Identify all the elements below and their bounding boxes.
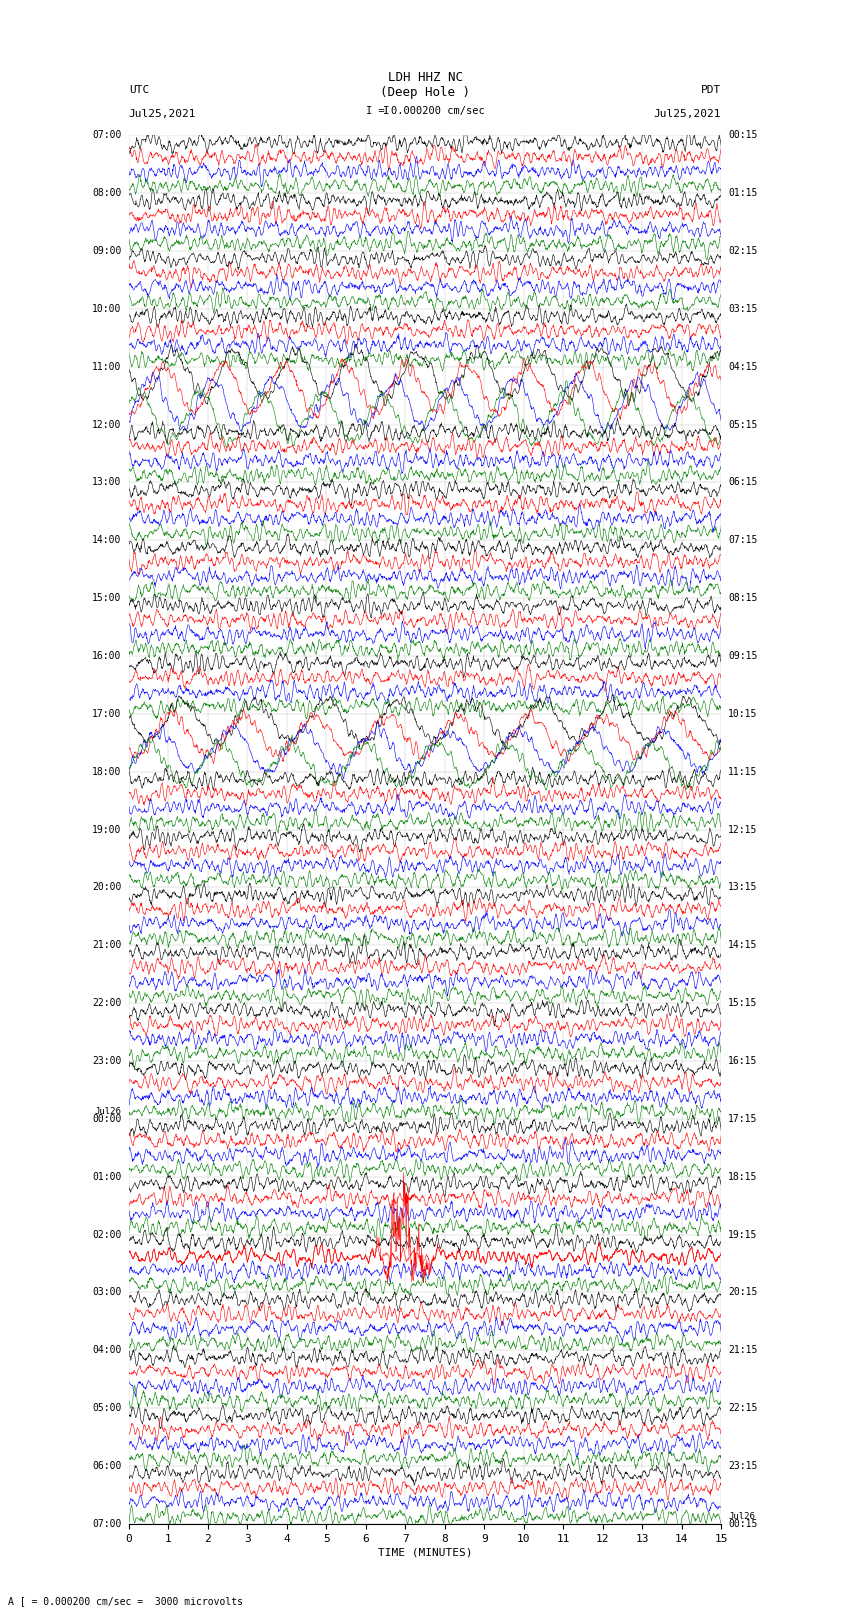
Text: 01:15: 01:15: [728, 189, 757, 198]
Title: LDH HHZ NC
(Deep Hole ): LDH HHZ NC (Deep Hole ): [380, 71, 470, 100]
Text: 03:15: 03:15: [728, 303, 757, 315]
Text: 07:15: 07:15: [728, 536, 757, 545]
Text: 20:00: 20:00: [93, 882, 122, 892]
Text: 12:00: 12:00: [93, 419, 122, 429]
Text: 14:00: 14:00: [93, 536, 122, 545]
Text: PDT: PDT: [701, 85, 721, 95]
Text: 12:15: 12:15: [728, 824, 757, 834]
Text: 18:00: 18:00: [93, 766, 122, 777]
Text: 09:15: 09:15: [728, 652, 757, 661]
Text: 16:15: 16:15: [728, 1057, 757, 1066]
Text: Jul25,2021: Jul25,2021: [654, 110, 721, 119]
Text: 01:00: 01:00: [93, 1171, 122, 1182]
Text: 04:00: 04:00: [93, 1345, 122, 1355]
Text: 21:15: 21:15: [728, 1345, 757, 1355]
Text: 15:15: 15:15: [728, 998, 757, 1008]
Text: 13:00: 13:00: [93, 477, 122, 487]
Text: I = 0.000200 cm/sec: I = 0.000200 cm/sec: [366, 106, 484, 116]
Text: 15:00: 15:00: [93, 594, 122, 603]
Text: 21:00: 21:00: [93, 940, 122, 950]
Text: 00:15: 00:15: [728, 131, 757, 140]
Text: 08:15: 08:15: [728, 594, 757, 603]
Text: 16:00: 16:00: [93, 652, 122, 661]
Text: 08:00: 08:00: [93, 189, 122, 198]
Text: 11:15: 11:15: [728, 766, 757, 777]
Text: 10:00: 10:00: [93, 303, 122, 315]
Text: 09:00: 09:00: [93, 247, 122, 256]
Text: 02:00: 02:00: [93, 1229, 122, 1239]
Text: 02:15: 02:15: [728, 247, 757, 256]
Text: I: I: [383, 106, 390, 116]
Text: 13:15: 13:15: [728, 882, 757, 892]
Text: 22:00: 22:00: [93, 998, 122, 1008]
Text: 23:00: 23:00: [93, 1057, 122, 1066]
Text: 00:15: 00:15: [728, 1519, 757, 1529]
Text: 11:00: 11:00: [93, 361, 122, 371]
Text: 17:15: 17:15: [728, 1115, 757, 1124]
Text: 14:15: 14:15: [728, 940, 757, 950]
Text: Jul25,2021: Jul25,2021: [129, 110, 196, 119]
Text: 22:15: 22:15: [728, 1403, 757, 1413]
Text: 03:00: 03:00: [93, 1287, 122, 1297]
Text: 23:15: 23:15: [728, 1461, 757, 1471]
Text: 05:00: 05:00: [93, 1403, 122, 1413]
Text: 18:15: 18:15: [728, 1171, 757, 1182]
Text: UTC: UTC: [129, 85, 149, 95]
Text: 10:15: 10:15: [728, 708, 757, 719]
Text: 07:00: 07:00: [93, 1519, 122, 1529]
Text: 19:00: 19:00: [93, 824, 122, 834]
Text: A [ = 0.000200 cm/sec =  3000 microvolts: A [ = 0.000200 cm/sec = 3000 microvolts: [8, 1597, 243, 1607]
Text: 06:00: 06:00: [93, 1461, 122, 1471]
Text: 06:15: 06:15: [728, 477, 757, 487]
Text: 17:00: 17:00: [93, 708, 122, 719]
Text: 19:15: 19:15: [728, 1229, 757, 1239]
Text: 04:15: 04:15: [728, 361, 757, 371]
Text: 07:00: 07:00: [93, 131, 122, 140]
Text: 00:00: 00:00: [93, 1115, 122, 1124]
Text: Jul26: Jul26: [95, 1107, 122, 1116]
Text: 05:15: 05:15: [728, 419, 757, 429]
Text: Jul26: Jul26: [728, 1511, 755, 1521]
X-axis label: TIME (MINUTES): TIME (MINUTES): [377, 1548, 473, 1558]
Text: 20:15: 20:15: [728, 1287, 757, 1297]
